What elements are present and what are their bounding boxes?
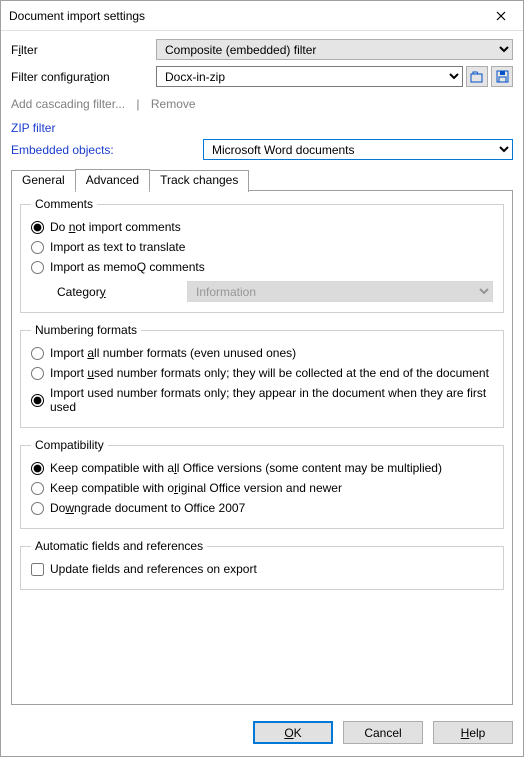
auto-group: Automatic fields and references Update f… xyxy=(20,539,504,590)
auto-update-check[interactable]: Update fields and references on export xyxy=(31,559,493,579)
numbering-opt-used-first[interactable]: Import used number formats only; they ap… xyxy=(31,383,493,417)
comments-radio-none[interactable] xyxy=(31,221,44,234)
filter-config-row: Filter configuration Docx-in-zip xyxy=(11,66,513,87)
window-title: Document import settings xyxy=(9,9,478,23)
dialog-content: Filter Composite (embedded) filter Filte… xyxy=(1,31,523,713)
close-button[interactable] xyxy=(478,1,523,30)
save-icon xyxy=(496,70,509,83)
compat-group: Compatibility Keep compatible with all O… xyxy=(20,438,504,529)
compat-radio-original[interactable] xyxy=(31,482,44,495)
add-cascading-link[interactable]: Add cascading filter... xyxy=(11,97,125,111)
save-icon-button[interactable] xyxy=(491,66,513,87)
ok-button[interactable]: OK xyxy=(253,721,333,744)
close-icon xyxy=(496,11,506,21)
numbering-group: Numbering formats Import all number form… xyxy=(20,323,504,428)
filter-label: Filter xyxy=(11,43,156,57)
comments-group: Comments Do not import comments Import a… xyxy=(20,197,504,313)
tab-advanced[interactable]: Advanced xyxy=(75,169,150,191)
tab-strip: General Advanced Track changes xyxy=(11,168,513,190)
comments-radio-memoq[interactable] xyxy=(31,261,44,274)
tab-track-changes[interactable]: Track changes xyxy=(149,170,249,192)
help-button[interactable]: Help xyxy=(433,721,513,744)
filter-config-label: Filter configuration xyxy=(11,70,156,84)
open-icon-button[interactable] xyxy=(466,66,488,87)
dialog-window: Document import settings Filter Composit… xyxy=(0,0,524,757)
titlebar: Document import settings xyxy=(1,1,523,31)
category-select: Information xyxy=(187,281,493,302)
numbering-radio-all[interactable] xyxy=(31,347,44,360)
comments-opt-none[interactable]: Do not import comments xyxy=(31,217,493,237)
tab-panel-advanced: Comments Do not import comments Import a… xyxy=(11,190,513,705)
numbering-opt-used-end[interactable]: Import used number formats only; they wi… xyxy=(31,363,493,383)
embedded-row: Embedded objects: Microsoft Word documen… xyxy=(11,139,513,160)
link-separator: | xyxy=(136,97,139,111)
compat-radio-downgrade[interactable] xyxy=(31,502,44,515)
numbering-legend: Numbering formats xyxy=(31,323,141,337)
comments-opt-memoq[interactable]: Import as memoQ comments xyxy=(31,257,493,277)
remove-link[interactable]: Remove xyxy=(151,97,196,111)
filter-row: Filter Composite (embedded) filter xyxy=(11,39,513,60)
numbering-radio-used-end[interactable] xyxy=(31,367,44,380)
auto-update-checkbox[interactable] xyxy=(31,563,44,576)
comments-opt-text[interactable]: Import as text to translate xyxy=(31,237,493,257)
compat-legend: Compatibility xyxy=(31,438,108,452)
auto-legend: Automatic fields and references xyxy=(31,539,207,553)
zip-filter-label: ZIP filter xyxy=(11,119,513,139)
comments-radio-text[interactable] xyxy=(31,241,44,254)
category-label: Category xyxy=(57,285,187,299)
filter-config-select[interactable]: Docx-in-zip xyxy=(156,66,463,87)
numbering-radio-used-first[interactable] xyxy=(31,394,44,407)
cancel-button[interactable]: Cancel xyxy=(343,721,423,744)
tab-general[interactable]: General xyxy=(11,170,76,192)
compat-opt-original[interactable]: Keep compatible with original Office ver… xyxy=(31,478,493,498)
numbering-opt-all[interactable]: Import all number formats (even unused o… xyxy=(31,343,493,363)
filter-select[interactable]: Composite (embedded) filter xyxy=(156,39,513,60)
folder-open-icon xyxy=(470,71,484,83)
compat-radio-all[interactable] xyxy=(31,462,44,475)
embedded-label: Embedded objects: xyxy=(11,143,203,157)
compat-opt-downgrade[interactable]: Downgrade document to Office 2007 xyxy=(31,498,493,518)
embedded-select[interactable]: Microsoft Word documents xyxy=(203,139,513,160)
filter-links: Add cascading filter... | Remove xyxy=(11,93,513,119)
button-bar: OK Cancel Help xyxy=(1,713,523,756)
comments-legend: Comments xyxy=(31,197,97,211)
compat-opt-all[interactable]: Keep compatible with all Office versions… xyxy=(31,458,493,478)
category-row: Category Information xyxy=(31,277,493,302)
